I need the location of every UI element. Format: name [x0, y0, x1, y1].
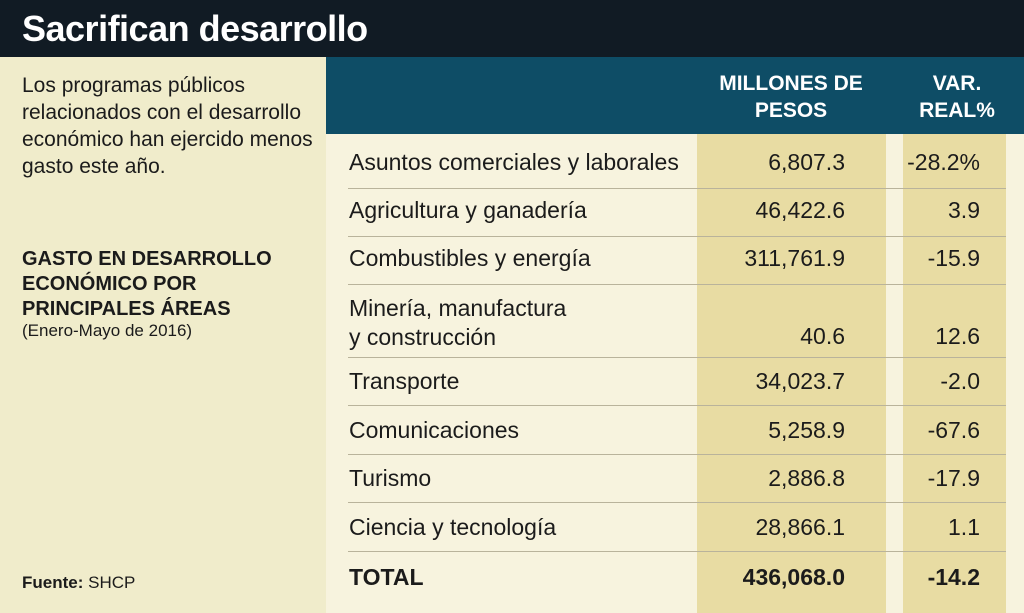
row-value-millones: 34,023.7 — [755, 368, 845, 394]
row-label: Transporte — [349, 368, 460, 394]
row-value-millones: 5,258.9 — [768, 417, 845, 443]
row-value-millones: 311,761.9 — [744, 245, 845, 271]
var-column-fill — [903, 134, 1006, 613]
row-value-millones: 2,886.8 — [768, 465, 845, 491]
sidebar — [0, 57, 326, 613]
row-value-var: -28.2% — [907, 149, 980, 175]
column-header-var: VAR. REAL% — [919, 72, 995, 122]
row-value-var: 12.6 — [935, 323, 980, 349]
row-value-var: -15.9 — [927, 245, 980, 271]
column-header-millones: MILLONES DE PESOS — [719, 72, 863, 122]
row-divider — [348, 236, 1006, 237]
row-divider — [348, 284, 1006, 285]
row-value-var: -2.0 — [940, 368, 980, 394]
table-header-band — [326, 57, 1024, 134]
title-bar — [0, 0, 1024, 57]
row-label: Comunicaciones — [349, 417, 520, 443]
row-label-line: y construcción — [349, 324, 497, 350]
row-label: Ciencia y tecnología — [349, 514, 557, 540]
row-divider — [348, 551, 1006, 552]
row-value-millones: 46,422.6 — [755, 197, 845, 223]
row-label: Combustibles y energía — [349, 245, 591, 271]
row-divider — [348, 502, 1006, 503]
table-title: GASTO EN DESARROLLO ECONÓMICO POR PRINCI… — [22, 248, 272, 320]
row-value-millones: 40.6 — [800, 323, 845, 349]
row-value-var: 1.1 — [948, 514, 980, 540]
source-note: Fuente: SHCP — [22, 573, 135, 593]
row-divider — [348, 454, 1006, 455]
row-divider — [348, 188, 1006, 189]
period-label: (Enero-Mayo de 2016) — [22, 321, 193, 340]
source-value: SHCP — [88, 573, 136, 592]
row-value-var: 3.9 — [948, 197, 980, 223]
row-value-millones: 28,866.1 — [755, 514, 845, 540]
row-label: Agricultura y ganadería — [349, 197, 587, 223]
row-value-var: -17.9 — [927, 465, 980, 491]
total-value-millones: 436,068.0 — [742, 564, 845, 590]
millones-column-fill — [697, 134, 886, 613]
row-value-var: -67.6 — [927, 417, 980, 443]
row-label-line: Minería, manufactura — [349, 295, 567, 321]
row-label: Minería, manufactura y construcción — [349, 294, 566, 352]
total-value-var: -14.2 — [927, 564, 980, 590]
total-label: TOTAL — [349, 564, 424, 590]
row-divider — [348, 405, 1006, 406]
source-label: Fuente: — [22, 573, 84, 592]
intro-text: Los programas públicos relacionados con … — [22, 74, 313, 178]
page-title: Sacrifican desarrollo — [22, 8, 368, 49]
row-label: Turismo — [349, 465, 432, 491]
row-divider — [348, 357, 1006, 358]
row-value-millones: 6,807.3 — [768, 149, 845, 175]
row-label: Asuntos comerciales y laborales — [349, 149, 679, 175]
